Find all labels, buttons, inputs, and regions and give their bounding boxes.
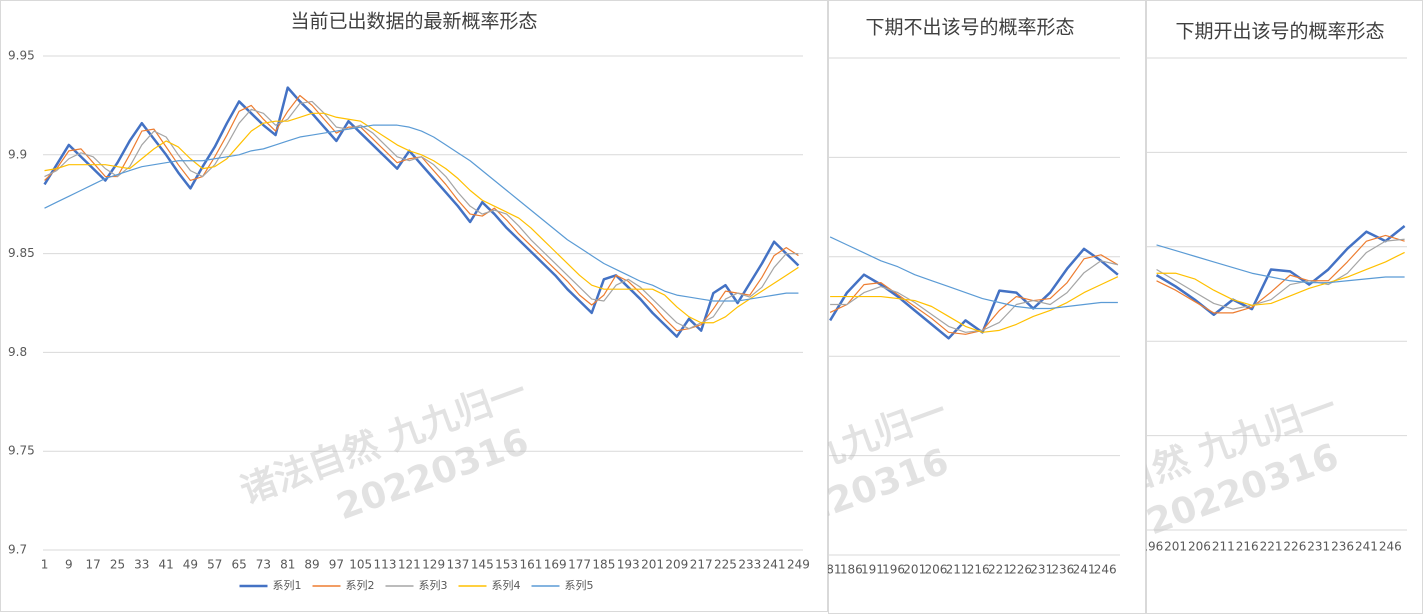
- x-tick-label: 161: [519, 558, 542, 572]
- x-tick-label: 81: [280, 558, 295, 572]
- series-line: [829, 236, 1118, 310]
- x-tick-label: 241: [763, 558, 786, 572]
- series-line: [829, 254, 1119, 335]
- x-tick-label: 145: [471, 558, 494, 572]
- x-tick-label: 211: [1212, 540, 1235, 554]
- panel-frame: [828, 0, 1146, 614]
- x-tick-label: 201: [641, 558, 664, 572]
- x-tick-label: 249: [787, 558, 810, 572]
- x-tick-label: 231: [1030, 563, 1053, 577]
- x-tick-label: 89: [304, 558, 319, 572]
- x-tick-label: 169: [544, 558, 567, 572]
- x-tick-label: 105: [349, 558, 372, 572]
- x-tick-label: 49: [183, 558, 198, 572]
- legend-label: 系列3: [419, 578, 448, 592]
- x-tick-label: 216: [967, 563, 990, 577]
- legend-label: 系列2: [346, 578, 375, 592]
- x-tick-label: 196: [882, 563, 905, 577]
- x-tick-label: 206: [1188, 540, 1211, 554]
- x-tick-label: 121: [398, 558, 421, 572]
- x-tick-label: 41: [158, 558, 173, 572]
- y-tick-label: 9.85: [8, 246, 35, 260]
- x-tick-label: 246: [1094, 563, 1117, 577]
- x-tick-label: 193: [617, 558, 640, 572]
- x-tick-label: 236: [1051, 563, 1074, 577]
- x-tick-label: 65: [231, 558, 246, 572]
- x-tick-label: 181: [819, 563, 842, 577]
- x-tick-label: 221: [1260, 540, 1283, 554]
- chart-title: 下期不出该号的概率形态: [865, 17, 1074, 39]
- x-tick-label: 191: [861, 563, 884, 577]
- x-tick-label: 113: [374, 558, 397, 572]
- series-line: [43, 86, 800, 338]
- x-tick-label: 201: [1164, 540, 1187, 554]
- y-tick-label: 9.9: [8, 147, 27, 161]
- x-tick-label: 177: [568, 558, 591, 572]
- x-tick-label: 9: [65, 558, 73, 572]
- series-line: [830, 276, 1119, 333]
- x-tick-label: 1: [41, 558, 49, 572]
- y-tick-label: 9.75: [8, 444, 35, 458]
- legend-label: 系列5: [565, 578, 594, 592]
- x-tick-label: 153: [495, 558, 518, 572]
- x-tick-label: 241: [1073, 563, 1096, 577]
- x-tick-label: 73: [256, 558, 271, 572]
- x-tick-label: 221: [988, 563, 1011, 577]
- x-tick-label: 17: [86, 558, 101, 572]
- x-tick-label: 225: [714, 558, 737, 572]
- chart-title: 下期开出该号的概率形态: [1175, 21, 1384, 43]
- x-tick-label: 97: [329, 558, 344, 572]
- x-tick-label: 217: [690, 558, 713, 572]
- y-tick-label: 9.7: [8, 543, 27, 557]
- series-line: [44, 112, 799, 324]
- x-tick-label: 233: [738, 558, 761, 572]
- panel-frame: [1146, 0, 1423, 614]
- chart-panel: 1811861911962012062112162212262312362412…: [819, 0, 1146, 614]
- x-tick-label: 206: [924, 563, 947, 577]
- x-tick-label: 231: [1307, 540, 1330, 554]
- x-tick-label: 211: [946, 563, 969, 577]
- panel-frame: [0, 0, 828, 612]
- x-tick-label: 201: [903, 563, 926, 577]
- series-line: [830, 260, 1119, 333]
- x-tick-label: 33: [134, 558, 149, 572]
- x-tick-label: 226: [1283, 540, 1306, 554]
- y-tick-label: 9.8: [8, 345, 27, 359]
- series-line: [1156, 251, 1405, 306]
- series-line: [1156, 234, 1405, 314]
- x-tick-label: 216: [1236, 540, 1259, 554]
- x-tick-label: 25: [110, 558, 125, 572]
- chart-title: 当前已出数据的最新概率形态: [290, 11, 537, 33]
- x-tick-label: 185: [592, 558, 615, 572]
- series-line: [44, 124, 799, 302]
- x-tick-label: 209: [665, 558, 688, 572]
- x-tick-label: 137: [447, 558, 470, 572]
- x-tick-label: 196: [1140, 540, 1163, 554]
- series-line: [1156, 244, 1405, 284]
- series-line: [1155, 225, 1406, 317]
- x-tick-label: 226: [1009, 563, 1032, 577]
- x-tick-label: 186: [840, 563, 863, 577]
- series-line: [1156, 238, 1405, 310]
- x-tick-label: 57: [207, 558, 222, 572]
- x-tick-label: 246: [1379, 540, 1402, 554]
- x-tick-label: 129: [422, 558, 445, 572]
- x-tick-label: 241: [1355, 540, 1378, 554]
- legend-label: 系列1: [273, 578, 302, 592]
- chart-panel: 9.7 9.75 9.8 9.85 9.9 9.95 1 9 17 25 33 41 49 57 65 73 8…: [0, 0, 828, 612]
- x-tick-label: 236: [1331, 540, 1354, 554]
- y-tick-label: 9.95: [8, 49, 35, 63]
- legend-label: 系列4: [492, 578, 521, 592]
